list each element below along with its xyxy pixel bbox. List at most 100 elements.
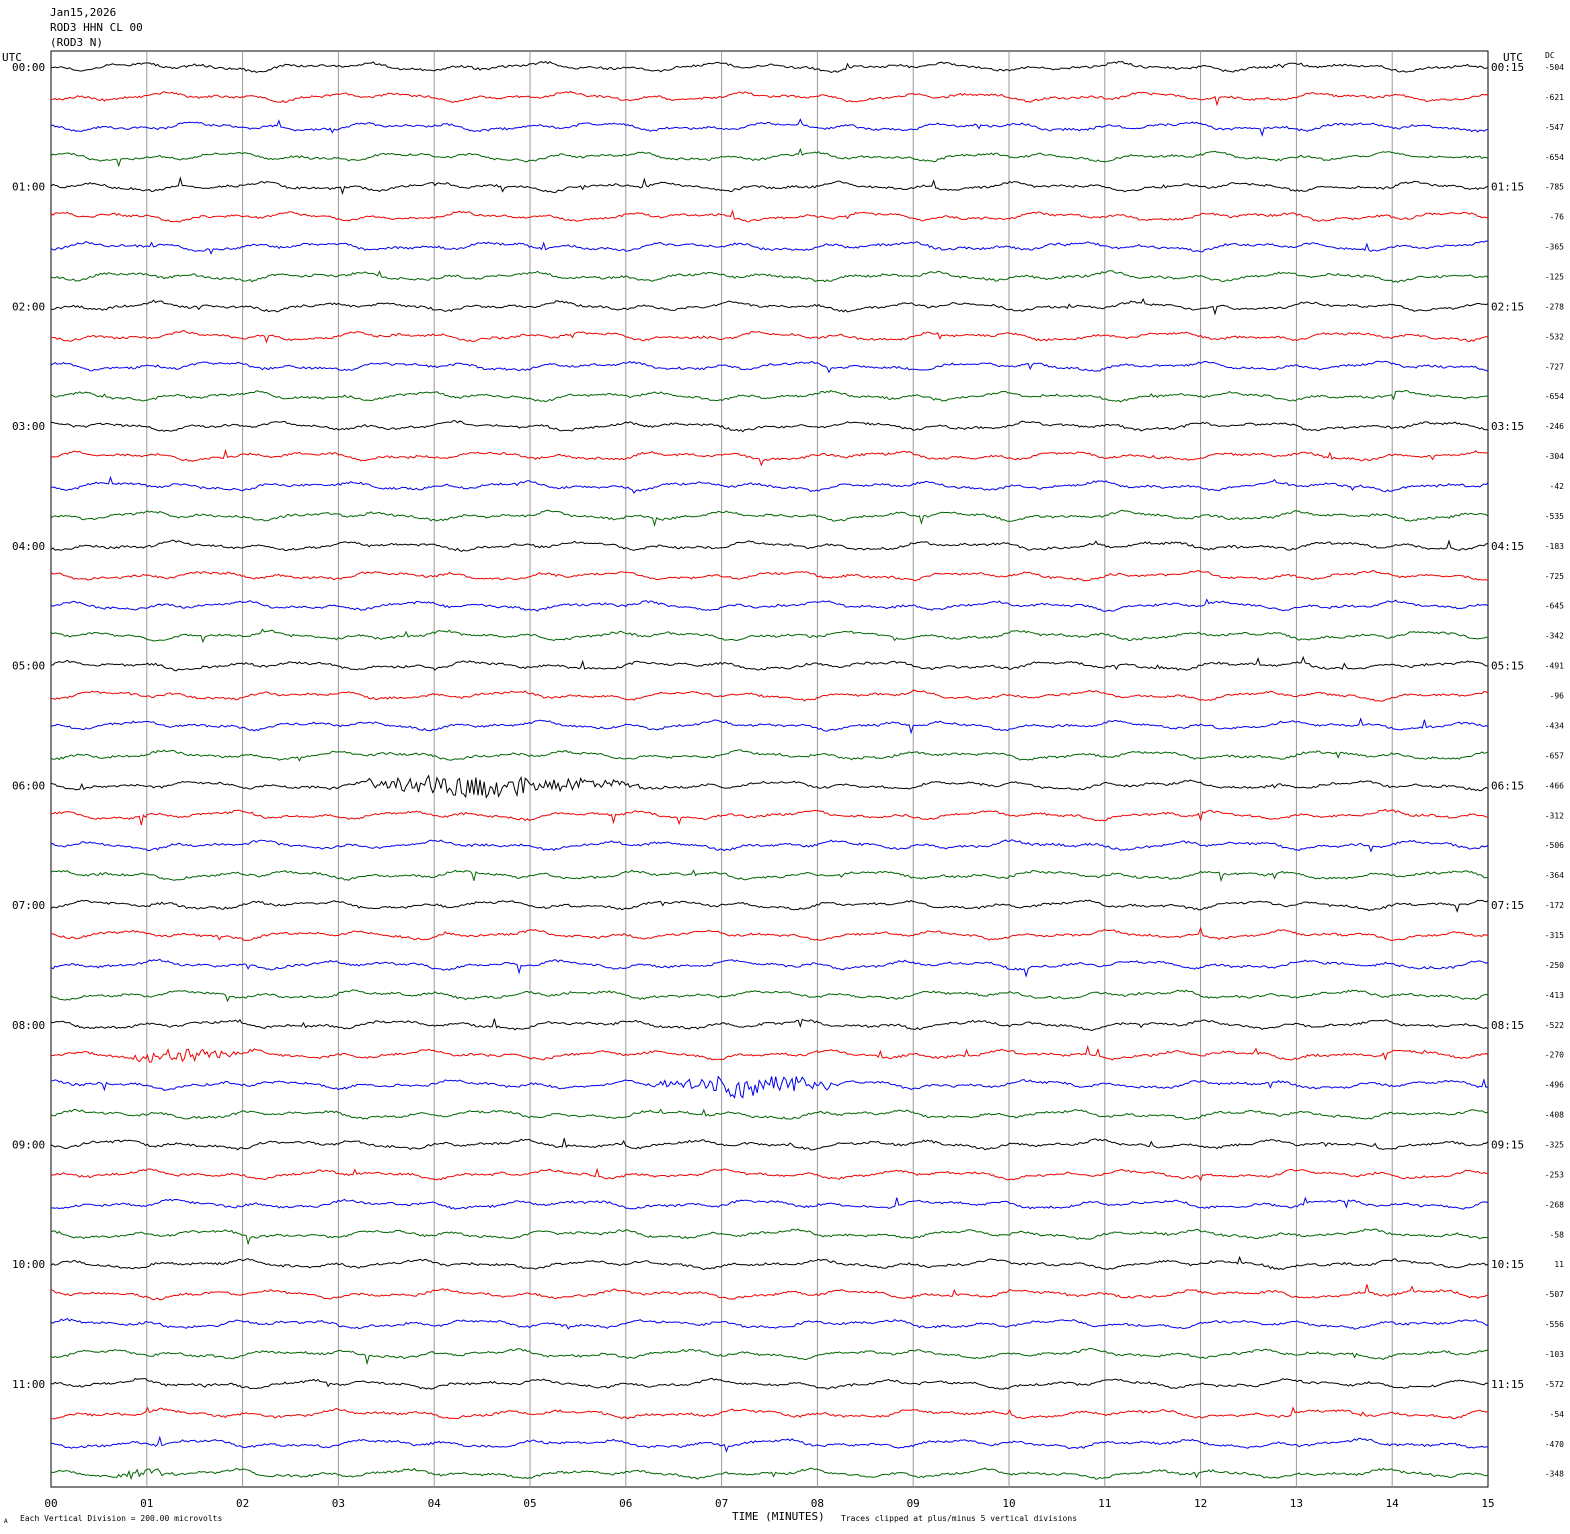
right-hour-label: 10:15: [1491, 1258, 1524, 1271]
trace-row: [50, 1467, 1489, 1481]
trace-row: [50, 209, 1489, 223]
trace-row: [50, 147, 1489, 168]
dc-offset-label: -270: [1545, 1051, 1564, 1060]
trace-row: [50, 926, 1489, 942]
dc-offset-labels: -504 -621 -547 -654 -785 -76 -365 -125 -278 -532 -…: [1545, 63, 1564, 1479]
trace-row: [50, 1284, 1489, 1301]
dc-offset-label: -504: [1545, 63, 1564, 72]
x-tick-label: 06: [619, 1497, 632, 1510]
right-hour-label: 08:15: [1491, 1019, 1524, 1032]
dc-offset-label: -572: [1545, 1380, 1564, 1389]
left-hour-label: 00:00: [12, 61, 45, 74]
right-hour-label: 03:15: [1491, 420, 1524, 433]
dc-offset-label: -535: [1545, 512, 1564, 521]
x-tick-label: 02: [236, 1497, 249, 1510]
dc-offset-label: -522: [1545, 1021, 1564, 1030]
dc-offset-label: -246: [1545, 422, 1564, 431]
dc-offset-label: -125: [1545, 273, 1564, 282]
minute-gridlines: [146, 51, 1393, 1487]
dc-offset-label: -785: [1545, 183, 1564, 192]
right-hour-label: 06:15: [1491, 779, 1524, 792]
trace-row: [50, 1377, 1489, 1390]
left-hour-label: 01:00: [12, 181, 45, 194]
left-hour-label: 07:00: [12, 899, 45, 912]
clip-note: Traces clipped at plus/minus 5 vertical …: [841, 1514, 1077, 1523]
dc-offset-label: -413: [1545, 991, 1564, 1000]
trace-row: [50, 1317, 1489, 1330]
trace-row: [50, 360, 1489, 374]
trace-row: [50, 240, 1489, 255]
dc-offset-label: -657: [1545, 751, 1564, 760]
header-date: Jan15,2026: [50, 6, 116, 19]
dc-offset-label: 11: [1554, 1260, 1564, 1269]
dc-offset-label: -58: [1550, 1230, 1565, 1239]
trace-row: [50, 539, 1489, 552]
x-tick-labels: 00 01 02 03 04 05 06 07 08 09 10 11 12 13 14 15: [44, 1497, 1494, 1510]
trace-row: [50, 1196, 1489, 1210]
dc-label: DC: [1545, 51, 1555, 60]
left-utc-label: UTC: [2, 51, 22, 64]
x-tick-label: 07: [715, 1497, 728, 1510]
trace-row: [50, 839, 1489, 853]
dc-offset-label: -315: [1545, 931, 1564, 940]
trace-row: [50, 1138, 1489, 1151]
right-utc-label: UTC: [1503, 51, 1523, 64]
x-tick-label: 09: [907, 1497, 920, 1510]
dc-offset-label: -172: [1545, 901, 1564, 910]
x-tick-label: 14: [1386, 1497, 1400, 1510]
dc-offset-label: -408: [1545, 1111, 1564, 1120]
trace-row: [50, 869, 1489, 883]
dc-offset-label: -654: [1545, 392, 1564, 401]
x-tick-label: 10: [1002, 1497, 1015, 1510]
dc-offset-label: -365: [1545, 243, 1564, 252]
dc-offset-label: -103: [1545, 1350, 1564, 1359]
right-hour-label: 00:15: [1491, 61, 1524, 74]
dc-offset-label: -547: [1545, 123, 1564, 132]
dc-offset-label: -325: [1545, 1140, 1564, 1149]
x-tick-label: 08: [811, 1497, 824, 1510]
left-hour-label: 10:00: [12, 1258, 45, 1271]
trace-row: [50, 655, 1489, 672]
dc-offset-label: -727: [1545, 362, 1564, 371]
x-tick-label: 01: [140, 1497, 153, 1510]
trace-row: [50, 899, 1489, 914]
dc-offset-label: -725: [1545, 572, 1564, 581]
left-hour-label: 06:00: [12, 779, 45, 792]
trace-row: [50, 689, 1489, 702]
x-tick-label: 05: [523, 1497, 536, 1510]
dc-offset-label: -348: [1545, 1470, 1564, 1479]
left-hour-label: 09:00: [12, 1138, 45, 1151]
trace-row: [50, 90, 1489, 107]
dc-offset-label: -342: [1545, 632, 1564, 641]
dc-offset-label: -253: [1545, 1170, 1564, 1179]
trace-row: [50, 118, 1489, 137]
left-hour-labels: 00:00 01:00 02:00 03:00 04:00 05:00 06:00 07:00…: [12, 61, 45, 1391]
trace-row: [50, 389, 1489, 403]
trace-row: [50, 598, 1489, 612]
dc-offset-label: -654: [1545, 153, 1564, 162]
trace-row: [50, 569, 1489, 582]
x-tick-label: 04: [428, 1497, 442, 1510]
trace-row: [50, 1018, 1489, 1032]
right-hour-label: 07:15: [1491, 899, 1524, 912]
trace-row: [50, 1044, 1489, 1063]
trace-row: [50, 749, 1489, 762]
trace-row: [50, 1435, 1489, 1453]
right-hour-label: 11:15: [1491, 1378, 1524, 1391]
trace-row: [50, 419, 1489, 433]
left-hour-label: 11:00: [12, 1378, 45, 1391]
trace-row: [50, 808, 1489, 826]
trace-row: [50, 475, 1489, 494]
dc-offset-label: -268: [1545, 1200, 1564, 1209]
right-hour-label: 09:15: [1491, 1138, 1524, 1151]
trace-row: [50, 774, 1489, 799]
right-hour-label: 04:15: [1491, 540, 1524, 553]
dc-offset-label: -506: [1545, 841, 1564, 850]
x-tick-label: 15: [1481, 1497, 1494, 1510]
header-channel: ROD3 HHN CL 00: [50, 21, 143, 34]
dc-offset-label: -645: [1545, 602, 1564, 611]
right-hour-label: 02:15: [1491, 300, 1524, 313]
dc-offset-label: -76: [1550, 213, 1565, 222]
trace-row: [50, 958, 1489, 978]
